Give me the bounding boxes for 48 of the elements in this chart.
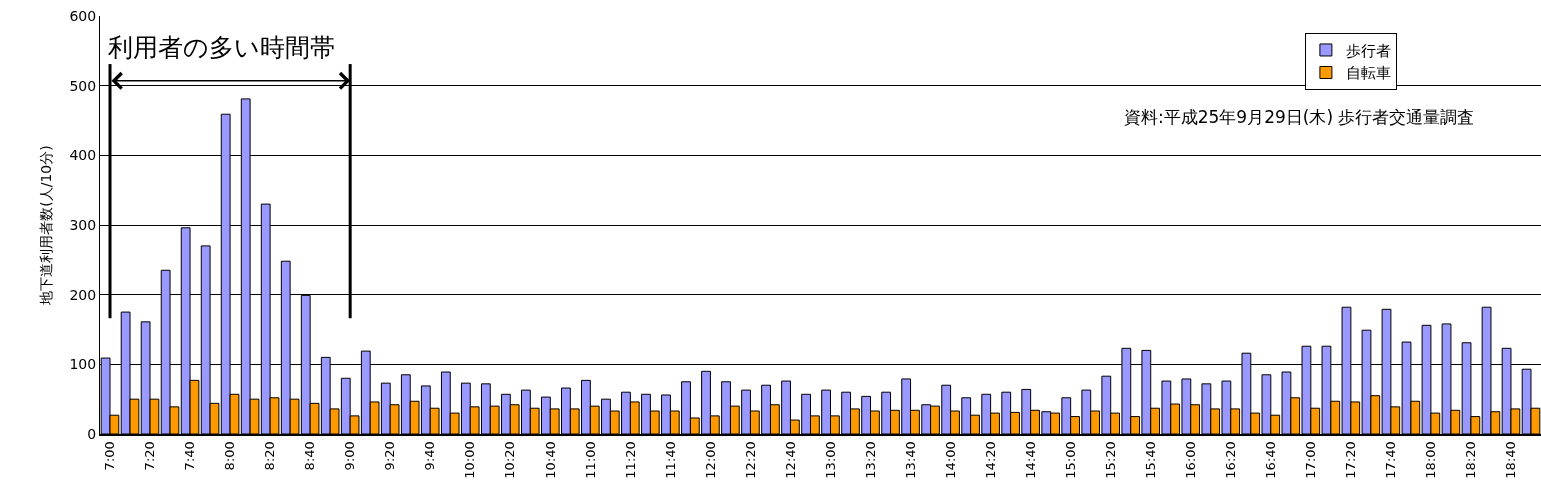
x-tick-label: 15:40 <box>1142 441 1158 479</box>
x-tick-label: 13:20 <box>862 441 878 479</box>
annotation: 資料:平成25年9月29日(木) 歩行者交通量調査 <box>1124 107 1475 127</box>
x-tick-label: 7:00 <box>102 441 118 471</box>
legend-label: 自転車 <box>1345 64 1391 83</box>
x-tick-label: 9:00 <box>342 441 358 471</box>
x-tick-label: 9:20 <box>382 441 398 471</box>
x-tick-label: 17:00 <box>1303 441 1319 479</box>
x-tick-label: 16:20 <box>1223 441 1239 479</box>
x-tick-label: 15:00 <box>1062 441 1078 479</box>
y-tick-label: 0 <box>87 425 97 442</box>
x-tick-label: 7:20 <box>142 441 158 471</box>
x-tick-label: 8:20 <box>262 441 278 471</box>
x-tick-label: 12:00 <box>702 441 718 479</box>
x-tick-label: 15:20 <box>1102 441 1118 479</box>
y-tick-label: 600 <box>69 7 97 24</box>
x-tick-label: 10:40 <box>542 441 558 479</box>
x-tick-label: 14:00 <box>942 441 958 479</box>
y-tick-label: 200 <box>69 286 97 303</box>
x-tick-label: 12:40 <box>782 441 798 479</box>
x-tick-label: 16:40 <box>1263 441 1279 479</box>
x-tick-label: 10:00 <box>462 441 478 479</box>
x-tick-label: 11:40 <box>662 441 678 479</box>
y-tick-label: 500 <box>69 77 97 94</box>
y-tick-label: 300 <box>69 216 97 233</box>
x-tick-label: 11:00 <box>582 441 598 479</box>
annotation: 利用者の多い時間帯 <box>108 33 335 62</box>
y-tick-label: 400 <box>69 147 97 164</box>
legend-label: 歩行者 <box>1345 41 1391 60</box>
x-tick-label: 16:00 <box>1182 441 1198 479</box>
x-tick-label: 11:20 <box>622 441 638 479</box>
y-tick-label: 100 <box>69 356 97 373</box>
x-tick-label: 14:20 <box>982 441 998 479</box>
y-axis-title: 地下道利用者数(人/10分) <box>38 145 55 306</box>
x-tick-label: 8:40 <box>302 441 318 471</box>
x-tick-label: 7:40 <box>182 441 198 471</box>
x-tick-label: 10:20 <box>502 441 518 479</box>
x-tick-label: 13:40 <box>902 441 918 479</box>
x-tick-label: 18:00 <box>1423 441 1439 479</box>
x-tick-label: 13:00 <box>822 441 838 479</box>
x-tick-label: 14:40 <box>1022 441 1038 479</box>
x-tick-label: 12:20 <box>742 441 758 479</box>
x-tick-label: 9:40 <box>422 441 438 471</box>
x-tick-label: 17:20 <box>1343 441 1359 479</box>
x-tick-label: 17:40 <box>1383 441 1399 479</box>
x-tick-label: 18:40 <box>1503 441 1519 479</box>
x-tick-label: 18:20 <box>1463 441 1479 479</box>
x-tick-label: 8:00 <box>222 441 238 471</box>
